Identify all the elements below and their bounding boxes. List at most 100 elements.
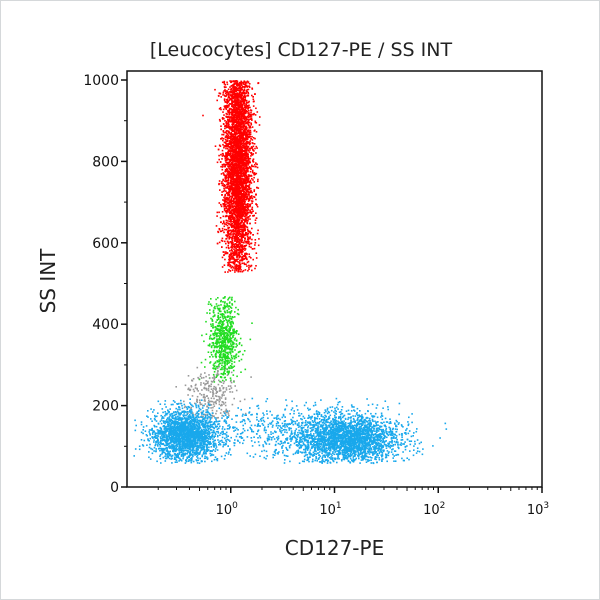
data-point: [246, 106, 249, 108]
data-point: [240, 230, 242, 233]
data-point: [226, 98, 229, 100]
data-point: [224, 174, 227, 177]
data-point: [231, 167, 234, 169]
data-point: [239, 192, 242, 194]
data-point: [218, 337, 221, 339]
data-point: [233, 245, 235, 248]
data-point: [237, 266, 240, 269]
data-point: [236, 94, 239, 97]
data-point: [253, 189, 256, 191]
data-point: [248, 255, 251, 258]
data-point: [223, 184, 226, 186]
data-point: [231, 209, 234, 211]
data-point: [248, 268, 250, 270]
data-point: [236, 179, 239, 182]
data-point: [259, 116, 261, 118]
data-point: [240, 195, 243, 197]
data-point: [235, 118, 238, 120]
data-point: [255, 265, 257, 267]
data-point: [234, 228, 237, 231]
data-point: [236, 143, 239, 145]
data-point: [236, 109, 239, 112]
data-point: [244, 249, 246, 251]
data-point: [244, 252, 246, 255]
data-point: [234, 137, 236, 140]
data-point: [224, 349, 227, 351]
data-point: [230, 145, 232, 147]
data-point: [240, 118, 242, 121]
data-point: [240, 204, 242, 207]
data-point: [243, 213, 246, 215]
data-point: [234, 191, 236, 194]
data-point: [244, 184, 247, 187]
data-point: [240, 245, 242, 247]
data-point: [233, 190, 235, 193]
data-point: [222, 365, 225, 368]
data-point: [236, 93, 239, 95]
data-point: [236, 158, 238, 161]
data-point: [237, 227, 239, 230]
data-point: [246, 118, 249, 121]
data-point: [242, 226, 245, 228]
data-point: [239, 222, 242, 225]
data-point: [241, 245, 244, 248]
data-point: [239, 132, 241, 134]
data-point: [226, 152, 228, 155]
data-point: [223, 310, 226, 312]
data-point: [233, 125, 236, 127]
data-point: [238, 124, 241, 127]
data-point: [223, 196, 225, 199]
data-point: [231, 137, 234, 140]
data-point: [234, 80, 236, 83]
data-point: [244, 368, 247, 371]
data-point: [218, 202, 221, 204]
data-point: [231, 357, 234, 360]
data-point: [245, 121, 248, 124]
data-point: [235, 148, 237, 150]
data-point: [225, 242, 227, 245]
data-point: [246, 161, 248, 163]
data-point: [235, 116, 238, 119]
data-point: [241, 133, 243, 135]
data-point: [247, 160, 249, 162]
data-point: [232, 207, 234, 209]
data-point: [235, 132, 238, 134]
data-point: [239, 248, 242, 251]
data-point: [235, 354, 237, 357]
data-point: [225, 203, 227, 206]
data-point: [231, 193, 234, 195]
data-point: [251, 211, 253, 213]
data-point: [239, 199, 241, 201]
data-point: [251, 208, 254, 211]
data-point: [216, 161, 219, 164]
data-point: [242, 205, 244, 207]
data-point: [220, 239, 223, 242]
data-point: [234, 95, 237, 98]
data-point: [233, 118, 235, 120]
data-point: [238, 139, 240, 142]
data-point: [235, 163, 238, 165]
data-point: [241, 150, 243, 153]
data-point: [229, 127, 231, 130]
data-point: [241, 119, 243, 122]
data-point: [244, 269, 247, 271]
data-point: [233, 104, 235, 107]
data-point: [213, 315, 216, 317]
data-point: [229, 153, 232, 156]
data-point: [228, 216, 231, 218]
data-point: [239, 218, 241, 220]
data-point: [237, 118, 239, 120]
data-point: [249, 218, 251, 220]
data-point: [231, 230, 233, 233]
data-point: [218, 211, 220, 214]
data-point: [239, 231, 241, 233]
data-point: [228, 223, 230, 225]
data-point: [233, 132, 236, 135]
data-point: [232, 186, 234, 188]
data-point: [243, 94, 246, 96]
data-point: [228, 142, 231, 144]
data-point: [253, 190, 255, 193]
data-point: [236, 312, 239, 315]
data-point: [244, 139, 246, 141]
